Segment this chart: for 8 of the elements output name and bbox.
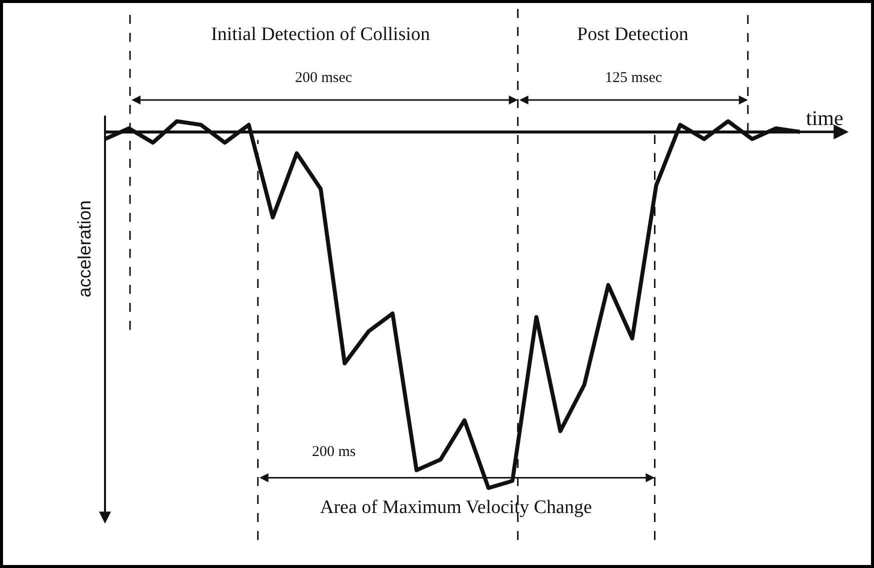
y-axis-title: acceleration [74, 200, 95, 298]
x-axis-title: time [806, 106, 844, 130]
annotation: 200 ms [312, 444, 356, 460]
text: Post Detection [577, 24, 689, 45]
text: 200 msec [295, 70, 352, 86]
text: 125 msec [605, 70, 662, 86]
text: Area of Maximum Velocity Change [320, 497, 592, 518]
text: Initial Detection of Collision [211, 24, 430, 45]
